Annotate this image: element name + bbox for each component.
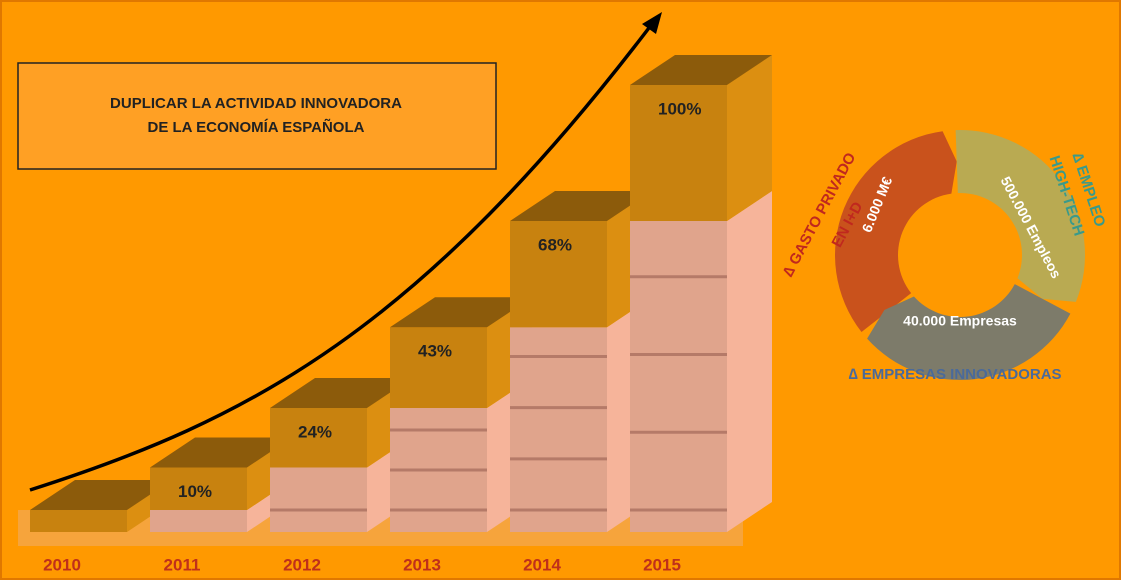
x-tick-label: 2014 — [523, 555, 561, 574]
base-block — [630, 221, 727, 532]
base-block-side — [727, 191, 772, 532]
arrow-head — [642, 12, 662, 34]
bar-side — [727, 55, 772, 221]
cycle-segment — [955, 130, 1085, 302]
title-box — [17, 62, 497, 170]
base-block — [270, 467, 367, 532]
segment-label: 40.000 Empresas — [903, 313, 1017, 329]
value-label: 10% — [178, 482, 212, 501]
x-tick-label: 2015 — [643, 555, 681, 574]
bar — [390, 327, 487, 408]
value-label: 24% — [298, 422, 332, 441]
x-tick-label: 2012 — [283, 555, 321, 574]
value-label: 100% — [658, 99, 701, 118]
chart-title: DUPLICAR LA ACTIVIDAD INNOVADORA — [110, 95, 402, 112]
base-block — [510, 327, 607, 532]
bar-top — [30, 480, 172, 510]
cycle-segment — [867, 284, 1071, 380]
bar-top — [630, 55, 772, 85]
segment-caption: ∆ EMPRESAS INNOVADORAS — [848, 366, 1061, 383]
bar-top — [270, 378, 412, 408]
chart-title: DE LA ECONOMÍA ESPAÑOLA — [148, 118, 365, 136]
bar — [630, 85, 727, 221]
cycle-segment — [835, 131, 957, 332]
growth-arrow — [29, 18, 657, 492]
x-tick-label: 2011 — [164, 555, 201, 574]
bar — [150, 467, 247, 510]
bar — [510, 221, 607, 328]
x-tick-label: 2010 — [43, 555, 81, 574]
x-tick-label: 2013 — [403, 555, 441, 574]
bar — [30, 510, 127, 532]
bar — [270, 408, 367, 468]
bar-top — [510, 191, 652, 221]
bar-top — [150, 437, 292, 468]
value-label: 68% — [538, 235, 572, 254]
value-label: 43% — [418, 342, 452, 361]
bar-top — [390, 297, 532, 328]
base-block — [150, 510, 247, 532]
